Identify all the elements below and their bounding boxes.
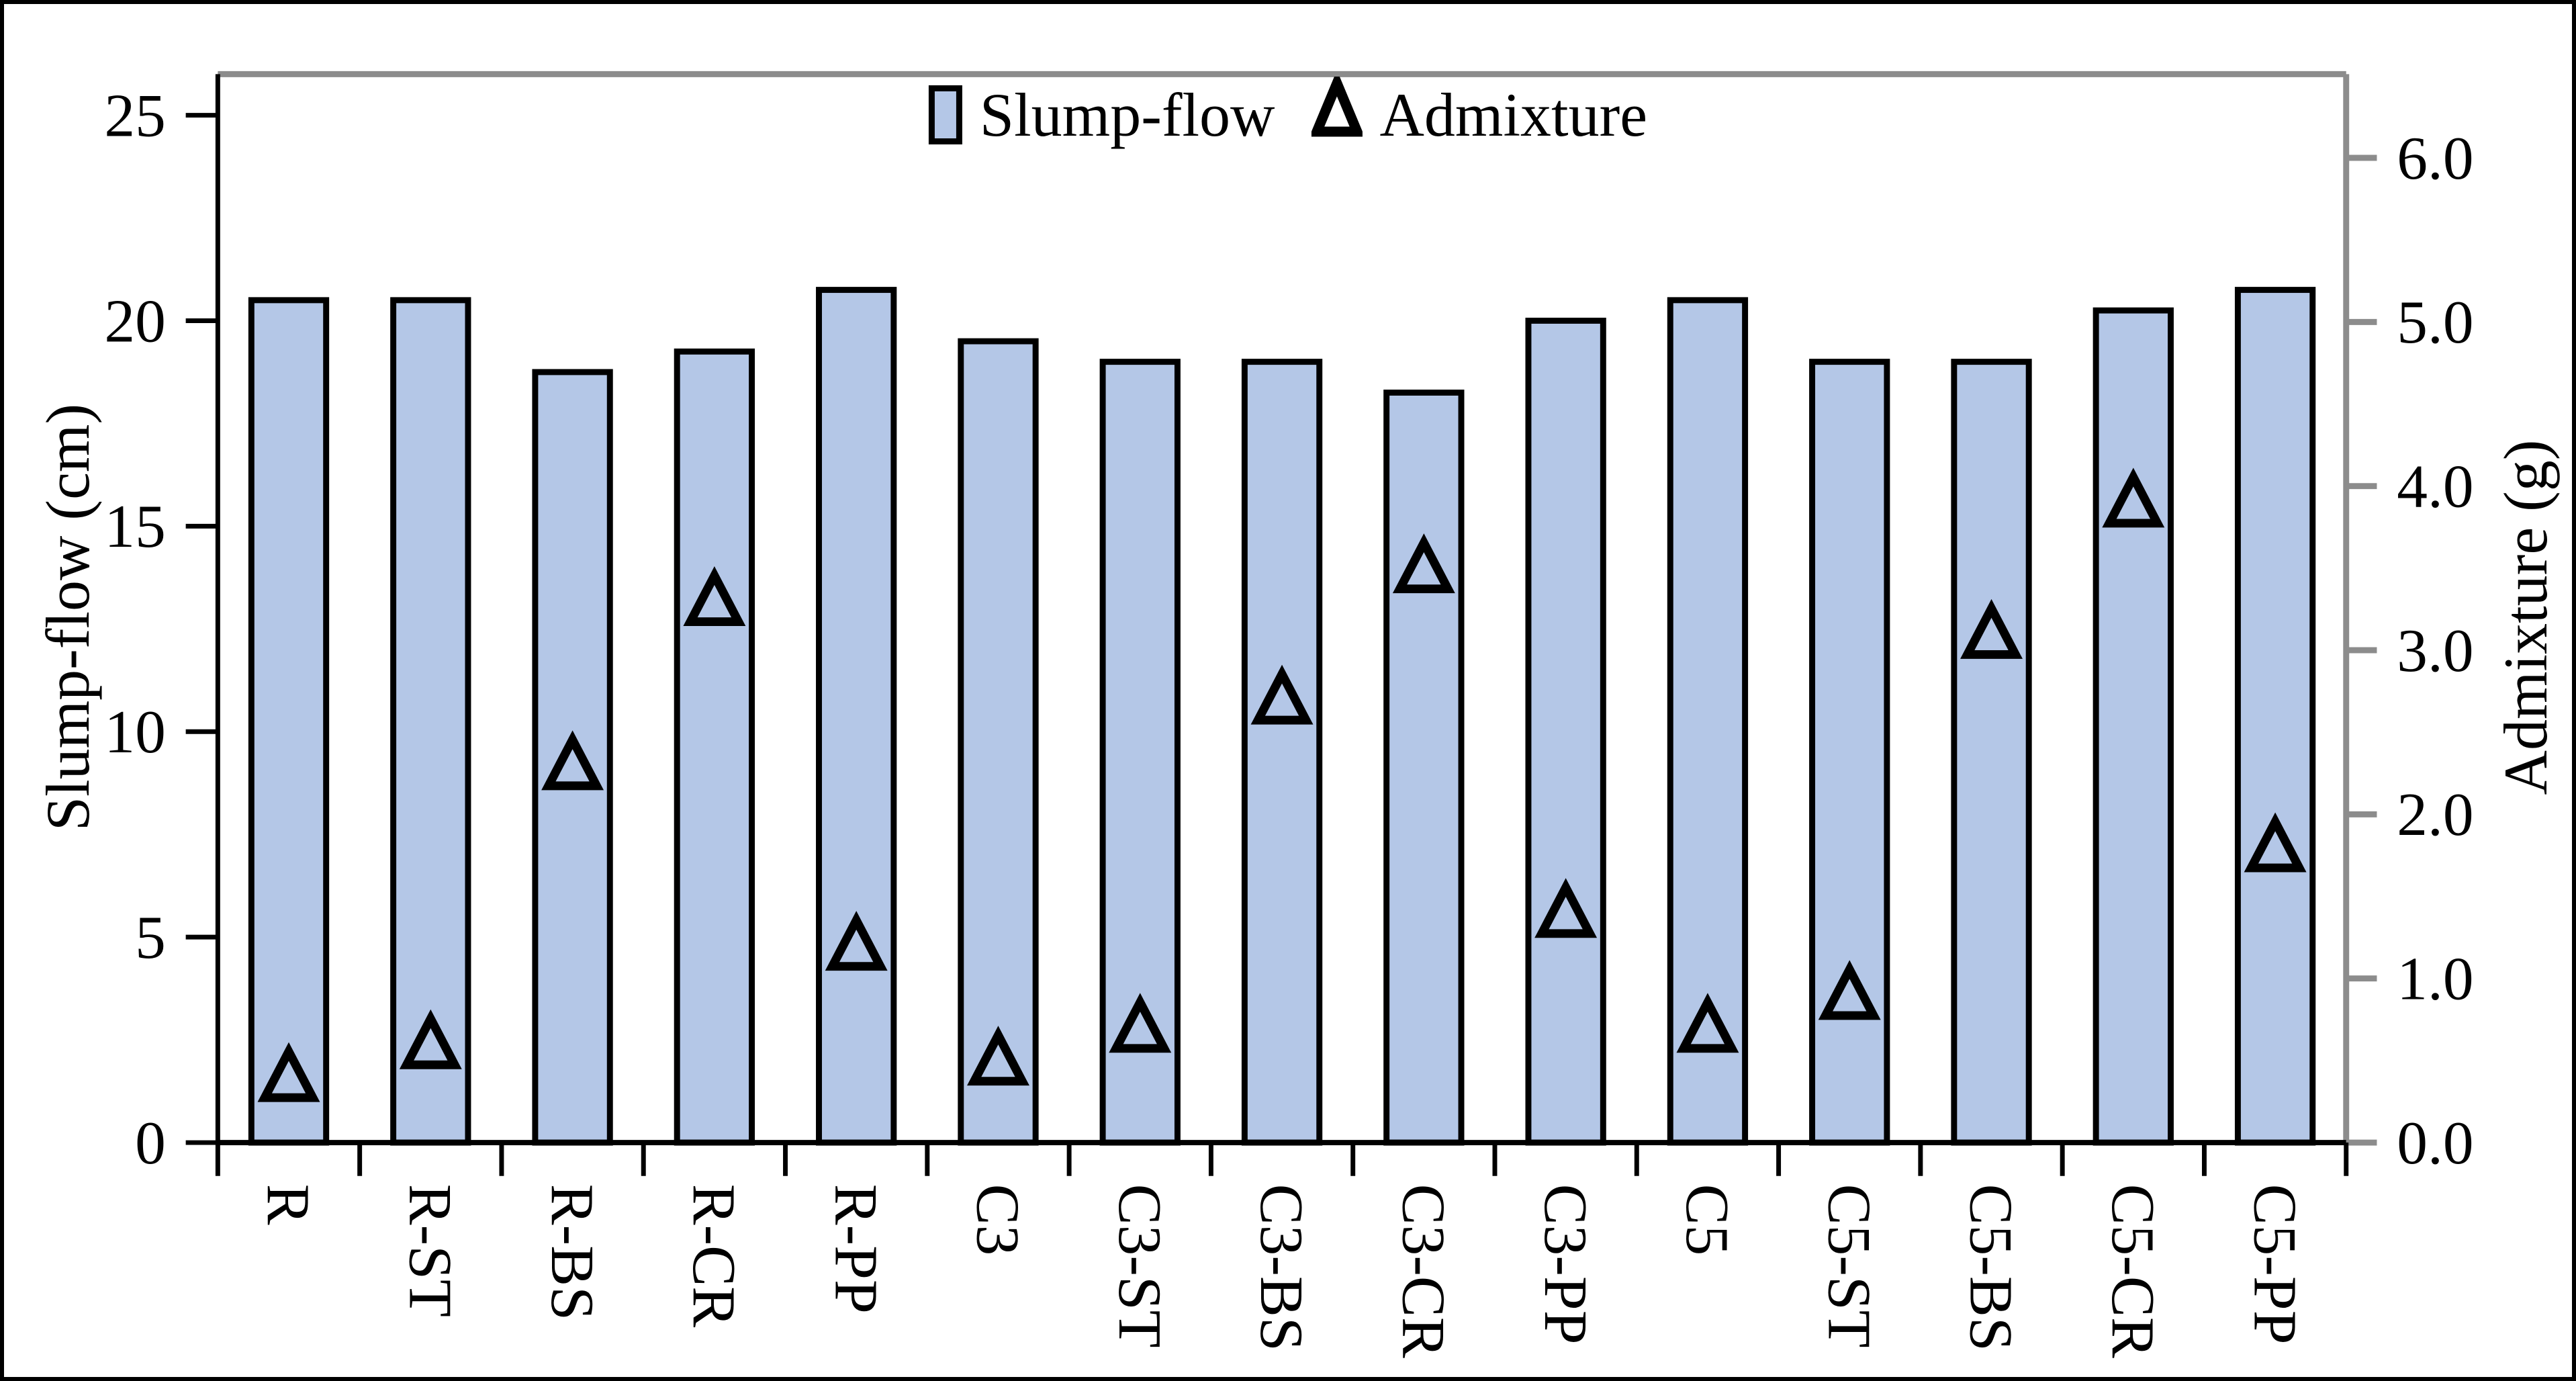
admixture-marker-R-CR xyxy=(683,566,746,627)
legend-admixture-label: Admixture xyxy=(1379,81,1648,149)
admixture-marker-C5-ST xyxy=(1818,960,1881,1020)
x-category-label-C5-ST: C5-ST xyxy=(1815,1184,1884,1348)
plot-area: 0 5 10 15 20 25 0.0 1.0 2.0 3.0 4.0 5.0 6.0 R R-ST R-BS… xyxy=(104,71,2474,1358)
admixture-marker-C3 xyxy=(967,1026,1029,1086)
legend-slump-flow-label: Slump-flow xyxy=(979,81,1275,149)
x-category-label-C3-CR: C3-CR xyxy=(1390,1184,1459,1358)
left-tick-label: 20 xyxy=(104,286,165,355)
bar-C5-PP xyxy=(2234,287,2316,1146)
admixture-marker-R-ST xyxy=(399,1009,462,1069)
x-category-label-C3-ST: C3-ST xyxy=(1106,1184,1175,1348)
x-category-label-R-BS: R-BS xyxy=(539,1184,607,1321)
left-tick-label: 0 xyxy=(135,1108,166,1177)
bar-R-CR xyxy=(674,348,755,1146)
x-category-label-C5-CR: C5-CR xyxy=(2099,1184,2168,1358)
bar-C3-ST xyxy=(1099,359,1181,1146)
right-tick-label: 6.0 xyxy=(2397,124,2473,192)
bar-C3 xyxy=(958,338,1039,1146)
right-axis-title: Admixture (g) xyxy=(2491,439,2560,795)
bar-R-PP xyxy=(816,287,897,1146)
right-tick-label: 2.0 xyxy=(2397,780,2473,848)
admixture-marker-C3-PP xyxy=(1534,878,1598,938)
bar-R-BS xyxy=(532,369,613,1146)
bar-C3-PP xyxy=(1525,317,1606,1146)
right-tick-label: 5.0 xyxy=(2397,287,2473,356)
x-category-label-R-PP: R-PP xyxy=(822,1184,890,1314)
x-category-label-C5-PP: C5-PP xyxy=(2241,1184,2309,1345)
bar-C5 xyxy=(1667,297,1749,1146)
left-tick-label: 15 xyxy=(104,492,165,560)
right-tick-label: 1.0 xyxy=(2397,944,2473,1013)
x-category-label-R: R xyxy=(255,1184,323,1225)
left-axis-title: Slump-flow (cm) xyxy=(34,403,102,832)
left-tick-label: 5 xyxy=(135,903,166,971)
bar-C5-BS xyxy=(1951,359,2032,1146)
x-category-label-C3-BS: C3-BS xyxy=(1248,1184,1316,1351)
admixture-marker-R xyxy=(257,1042,320,1102)
admixture-marker-C3-BS xyxy=(1250,664,1314,725)
admixture-marker-C5-BS xyxy=(1960,598,2023,659)
right-tick-label: 0.0 xyxy=(2397,1108,2473,1177)
admixture-marker-C5-CR xyxy=(2102,467,2165,528)
left-tick-label: 10 xyxy=(104,697,165,766)
x-category-label-R-ST: R-ST xyxy=(396,1184,465,1317)
x-category-label-C3-PP: C3-PP xyxy=(1532,1184,1600,1345)
legend-admixture-triangle-icon xyxy=(1309,70,1365,153)
admixture-marker-C5 xyxy=(1676,993,1739,1053)
bar-C5-CR xyxy=(2092,307,2174,1146)
bar-C3-BS xyxy=(1241,359,1323,1146)
admixture-marker-R-PP xyxy=(825,911,888,971)
legend: Slump-flow Admixture xyxy=(928,70,1648,153)
admixture-marker-C3-CR xyxy=(1392,533,1455,594)
x-category-label-R-CR: R-CR xyxy=(680,1184,749,1327)
bar-C3-CR xyxy=(1383,390,1465,1146)
right-tick-label: 4.0 xyxy=(2397,452,2473,521)
x-category-label-C3: C3 xyxy=(964,1184,1033,1256)
x-category-label-C5: C5 xyxy=(1673,1184,1742,1256)
right-tick-label: 3.0 xyxy=(2397,616,2473,684)
x-category-label-C5-BS: C5-BS xyxy=(1958,1184,2026,1351)
bar-C5-ST xyxy=(1809,359,1890,1146)
admixture-marker-R-BS xyxy=(541,730,604,791)
admixture-marker-C5-PP xyxy=(2244,812,2307,873)
legend-slump-flow-swatch-icon xyxy=(928,85,962,144)
left-tick-label: 25 xyxy=(104,81,165,149)
bar-R xyxy=(248,297,330,1146)
admixture-marker-C3-ST xyxy=(1109,993,1172,1053)
